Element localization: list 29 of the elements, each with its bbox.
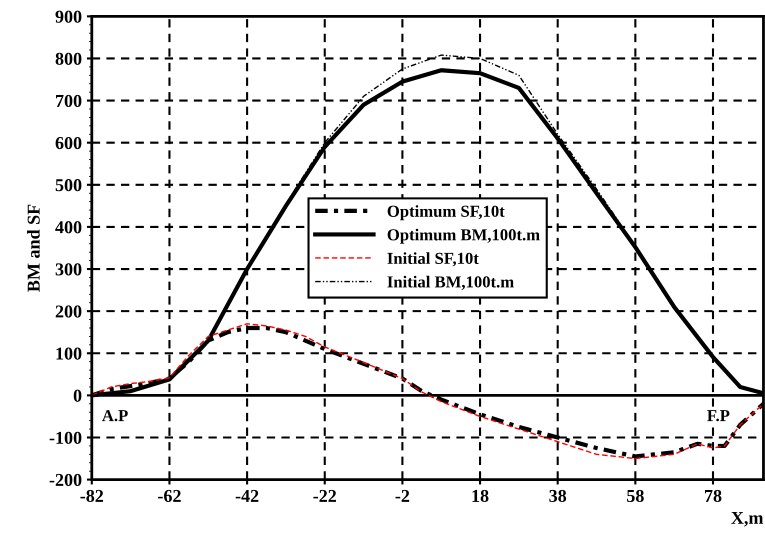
y-tick-label: 800 (56, 52, 82, 65)
legend-label: Optimum BM,100t.m (388, 228, 540, 244)
y-tick-label: 600 (56, 136, 82, 150)
y-tick-label: -200 (50, 474, 82, 486)
y-axis-title: BM and SF (27, 204, 40, 292)
legend-label: Initial BM,100t.m (387, 276, 514, 290)
y-tick-label: 300 (56, 263, 82, 276)
y-tick-label: 100 (56, 348, 82, 360)
y-tick-label: 0 (74, 390, 82, 402)
x-tick-label: -2 (396, 490, 410, 502)
y-tick-label: 900 (55, 10, 82, 23)
legend-label: Initial SF,10t (387, 252, 479, 266)
x-tick-label: 18 (472, 490, 488, 502)
annotation: A.P (102, 410, 128, 422)
x-tick-label: -62 (158, 490, 181, 502)
x-tick-label: -82 (80, 490, 104, 502)
x-tick-label: -22 (313, 490, 336, 502)
x-tick-label: -42 (236, 490, 258, 502)
y-tick-label: -100 (50, 432, 82, 444)
y-tick-label: 200 (56, 305, 82, 318)
y-tick-label: 500 (56, 179, 82, 192)
x-tick-label: 58 (627, 490, 644, 502)
annotation: F.P (707, 410, 730, 422)
legend-label: Optimum SF,10t (388, 205, 505, 220)
y-tick-label: 700 (56, 94, 82, 108)
x-tick-label: 78 (705, 490, 722, 502)
x-tick-label: 38 (549, 490, 566, 502)
x-axis-title: X,m (731, 512, 764, 527)
y-tick-label: 400 (55, 221, 82, 234)
